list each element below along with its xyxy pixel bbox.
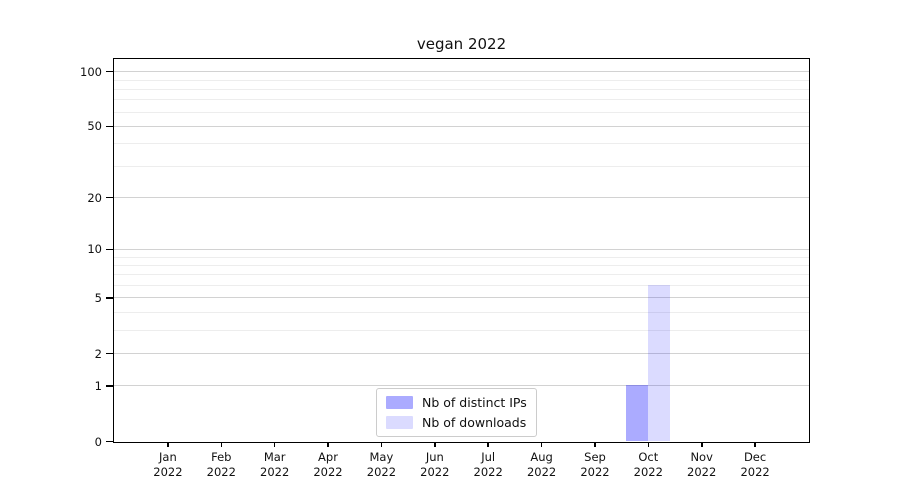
x-tick-label-oct: Oct 2022 [616,450,680,480]
x-tick-may [380,443,383,447]
gridline-major-y-100 [114,71,809,73]
x-tick-label-sep: Sep 2022 [563,450,627,480]
legend-item-distinct-ips: Nb of distinct IPs [386,395,527,410]
gridline-minor-y-30 [114,165,809,167]
x-tick-label-apr: Apr 2022 [296,450,360,480]
x-tick-label-may: May 2022 [349,450,413,480]
x-label-month: Jun [425,450,444,464]
x-tick-aug [540,443,543,447]
x-label-year: 2022 [313,465,343,479]
x-tick-label-mar: Mar 2022 [243,450,307,480]
x-label-month: Sep [584,450,606,464]
x-label-year: 2022 [260,465,290,479]
x-tick-dec [754,443,756,447]
legend-label-downloads: Nb of downloads [422,415,527,430]
x-label-month: Dec [743,450,767,464]
x-label-year: 2022 [153,465,183,479]
gridline-minor-y-70 [114,99,809,101]
gridline-major-y-10 [114,248,809,250]
x-label-month: Aug [530,450,553,464]
legend: Nb of distinct IPs Nb of downloads [376,388,537,437]
gridline-minor-y-40 [114,143,809,145]
x-label-year: 2022 [526,465,557,479]
x-label-month: Feb [211,450,232,464]
x-label-year: 2022 [206,465,236,479]
y-tick-label-2: 2 [94,346,102,361]
gridline-minor-y-7 [114,274,809,276]
x-tick-label-feb: Feb 2022 [189,450,253,480]
x-tick-feb [220,443,222,447]
y-tick-2 [106,352,113,355]
y-tick-label-1: 1 [94,378,102,393]
y-tick-0 [106,440,113,443]
gridline-minor-y-6 [114,285,809,286]
x-tick-apr [327,443,329,447]
x-tick-oct [647,443,650,447]
gridline-major-y-2 [114,353,809,354]
x-label-year: 2022 [633,465,663,479]
legend-item-downloads: Nb of downloads [386,415,527,430]
gridline-minor-y-8 [114,264,809,266]
x-tick-label-jun: Jun 2022 [403,450,467,480]
x-label-month: Apr [318,450,338,464]
bar-oct-downloads [647,285,670,441]
y-tick-label-10: 10 [87,242,102,257]
x-tick-sep [594,443,596,447]
y-tick-1 [106,385,113,387]
x-tick-label-jan: Jan 2022 [136,450,200,480]
legend-label-distinct-ips: Nb of distinct IPs [422,395,527,410]
x-tick-mar [273,443,276,447]
x-label-month: Jan [159,450,177,464]
x-label-year: 2022 [420,465,450,479]
x-label-year: 2022 [580,465,610,479]
gridline-minor-y-9 [114,256,809,258]
x-label-month: May [369,450,394,464]
x-label-year: 2022 [366,465,397,479]
y-tick-20 [106,196,113,199]
x-tick-jun [434,443,436,447]
x-label-year: 2022 [473,465,503,479]
chart-title: vegan 2022 [416,35,507,53]
legend-swatch-distinct-ips [386,396,413,409]
gridline-minor-y-60 [114,111,809,113]
x-tick-label-nov: Nov 2022 [670,450,734,480]
gridline-major-y-50 [114,125,809,127]
y-tick-100 [106,70,113,73]
gridline-minor-y-90 [114,79,809,81]
gridline-minor-y-3 [114,329,809,331]
gridline-major-y-1 [114,385,809,387]
y-tick-label-20: 20 [87,190,102,205]
legend-swatch-downloads [386,416,413,429]
gridline-minor-y-80 [114,88,809,90]
x-tick-jul [487,443,489,447]
x-tick-label-dec: Dec 2022 [723,450,787,480]
x-label-year: 2022 [740,465,770,479]
x-tick-jan [167,443,169,447]
x-tick-label-aug: Aug 2022 [510,450,574,480]
y-tick-label-0: 0 [94,434,102,449]
x-tick-label-jul: Jul 2022 [456,450,520,480]
gridline-major-y-20 [114,197,809,198]
y-tick-label-5: 5 [94,290,102,305]
x-label-month: Mar [263,450,286,464]
x-label-year: 2022 [687,465,717,479]
bar-oct-distinct-ips [625,385,648,441]
gridline-minor-y-4 [114,312,809,313]
y-tick-label-100: 100 [80,64,102,79]
gridline-major-y-5 [114,297,809,299]
y-tick-50 [106,125,113,128]
y-tick-label-50: 50 [87,119,102,134]
x-label-month: Nov [690,450,713,464]
plot-area: Nb of distinct IPs Nb of downloads [113,58,810,443]
x-tick-nov [701,443,703,447]
x-label-month: Jul [481,450,496,464]
x-label-month: Oct [638,450,659,464]
y-tick-10 [106,248,113,251]
y-tick-5 [106,297,113,299]
